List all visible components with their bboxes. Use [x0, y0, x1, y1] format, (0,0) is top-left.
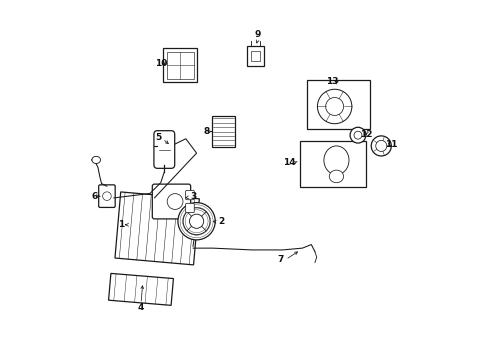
Bar — [164, 48, 197, 82]
FancyBboxPatch shape — [186, 190, 194, 200]
Bar — [300, 140, 366, 187]
Circle shape — [354, 131, 362, 139]
Text: 1: 1 — [118, 220, 124, 229]
Text: 2: 2 — [219, 217, 225, 226]
Text: 6: 6 — [92, 192, 98, 201]
Text: 7: 7 — [278, 255, 284, 264]
Text: 5: 5 — [155, 133, 161, 142]
FancyBboxPatch shape — [152, 184, 191, 219]
Circle shape — [190, 214, 204, 228]
Circle shape — [376, 140, 387, 152]
Polygon shape — [115, 192, 199, 265]
Text: 3: 3 — [190, 192, 196, 201]
Circle shape — [183, 208, 210, 235]
Circle shape — [350, 127, 366, 143]
Circle shape — [318, 89, 352, 124]
Circle shape — [167, 194, 183, 210]
Text: 13: 13 — [325, 77, 338, 86]
Text: 12: 12 — [360, 130, 372, 139]
Polygon shape — [109, 273, 173, 305]
Text: 9: 9 — [255, 30, 261, 39]
Text: 11: 11 — [385, 140, 397, 149]
Ellipse shape — [329, 170, 343, 183]
Bar — [167, 52, 194, 79]
FancyBboxPatch shape — [98, 185, 115, 207]
Circle shape — [102, 192, 111, 201]
Ellipse shape — [324, 146, 349, 175]
Text: 10: 10 — [154, 59, 167, 68]
Text: 14: 14 — [284, 158, 296, 167]
Bar — [247, 46, 265, 66]
Bar — [212, 116, 235, 147]
Bar — [251, 51, 260, 61]
Circle shape — [178, 203, 215, 240]
Bar — [307, 81, 369, 129]
Circle shape — [326, 98, 343, 116]
Circle shape — [371, 136, 392, 156]
FancyBboxPatch shape — [154, 131, 175, 168]
FancyBboxPatch shape — [186, 203, 194, 213]
Text: 8: 8 — [203, 127, 210, 136]
Text: 4: 4 — [138, 303, 144, 312]
